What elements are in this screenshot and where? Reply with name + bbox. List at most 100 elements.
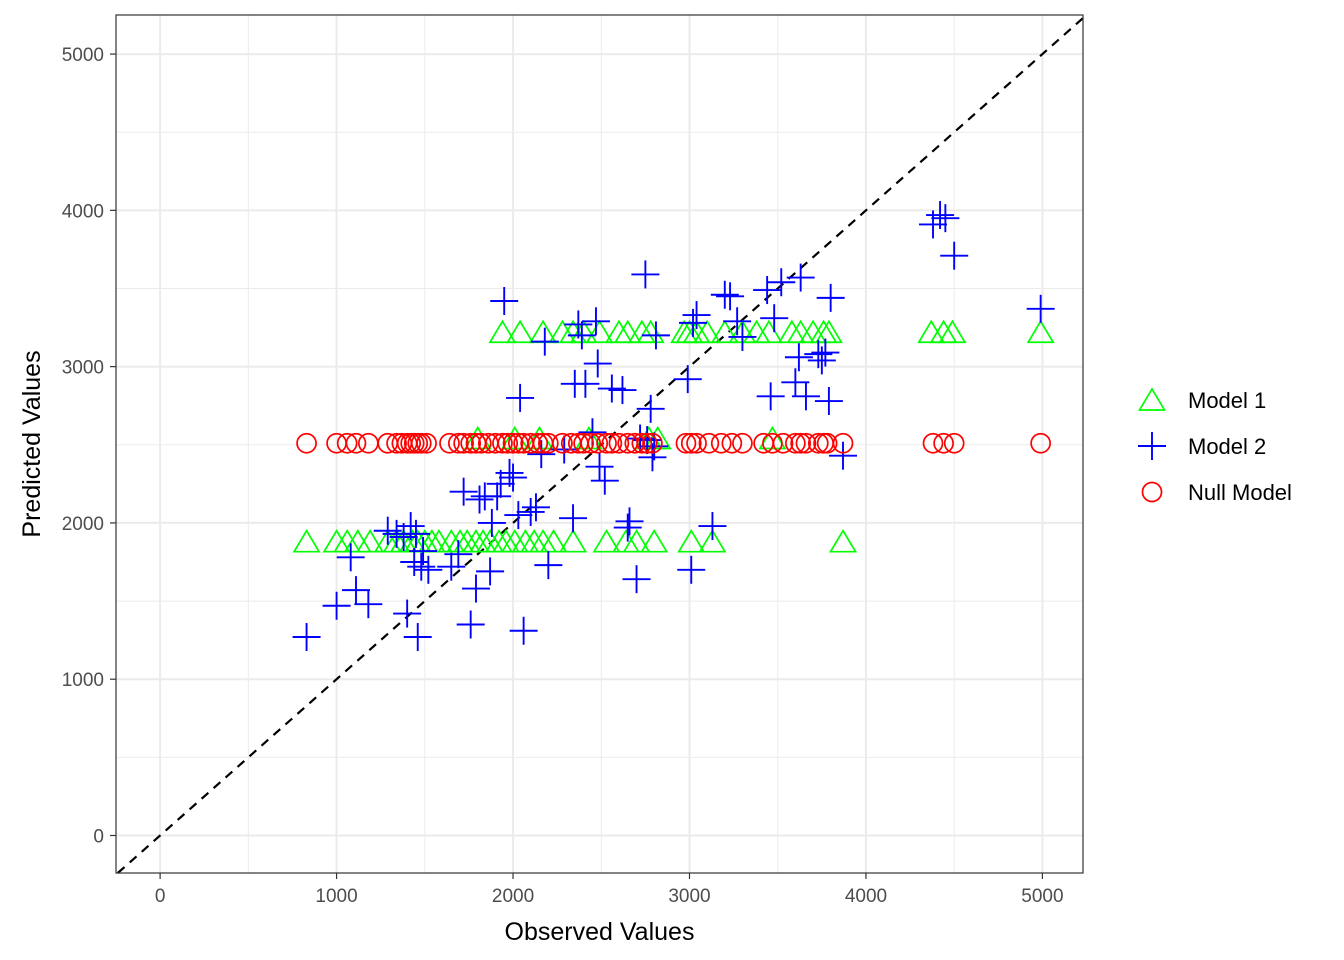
circle-point (336, 432, 358, 454)
circle-point (460, 432, 482, 454)
circle-point (357, 432, 379, 454)
circle-point (790, 432, 812, 454)
legend-key-circle (1141, 481, 1163, 503)
plus-point (409, 537, 438, 566)
circle-point (785, 432, 806, 454)
plus-point (784, 343, 813, 372)
triangle-point (569, 319, 598, 344)
triangle-point (829, 529, 858, 553)
plus-point (816, 283, 845, 312)
legend-item: Model 1 (1138, 387, 1266, 413)
legend-item: Null Model (1141, 480, 1292, 505)
plus-point (931, 204, 960, 233)
triangle-point (559, 529, 588, 553)
circle-point (675, 432, 697, 454)
triangle-point (698, 529, 727, 553)
plus-point (389, 522, 418, 551)
grid-layer (116, 15, 1083, 873)
plus-point (698, 512, 727, 541)
legend: Model 1 Model 2 Null Model (1138, 387, 1292, 505)
triangle-point (677, 529, 706, 553)
plus-point (760, 304, 789, 333)
circle-point (520, 432, 542, 454)
plus-point (791, 382, 820, 411)
circle-point (502, 432, 524, 454)
plus-point (534, 551, 563, 580)
plus-point (396, 512, 425, 541)
plus-point (336, 543, 365, 572)
plus-point (456, 610, 485, 639)
plus-point (615, 507, 644, 536)
y-tick-label: 1000 (62, 670, 104, 691)
plus-point (781, 368, 810, 397)
plus-point (682, 301, 711, 330)
circle-point (943, 432, 965, 454)
plus-point (559, 504, 588, 533)
circle-point (762, 432, 783, 454)
plus-point (530, 327, 559, 356)
circle-point (732, 432, 753, 454)
plus-point (322, 591, 351, 620)
plus-point (804, 340, 833, 369)
series-null-model (296, 432, 1051, 454)
plus-point (521, 493, 550, 522)
plus-point (495, 458, 524, 487)
circle-point (492, 432, 513, 454)
circle-point (439, 432, 460, 454)
y-tick-label: 5000 (62, 45, 104, 66)
plus-point (403, 623, 432, 652)
circle-point (698, 432, 720, 454)
triangle-point (786, 319, 815, 344)
triangle-point (488, 319, 517, 344)
plus-point (483, 482, 512, 511)
triangle-point (622, 529, 651, 553)
plus-point (811, 338, 840, 367)
circle-point (296, 432, 317, 454)
circle-point (631, 432, 653, 454)
circle-point (642, 432, 663, 454)
circle-point (710, 432, 732, 454)
y-tick-label: 4000 (62, 201, 104, 222)
triangle-point (710, 319, 739, 344)
triangle-point (777, 319, 806, 344)
plus-point (444, 540, 473, 569)
plus-point (597, 374, 626, 403)
circle-point (345, 432, 367, 454)
triangle-point (539, 529, 568, 553)
triangle-point (292, 529, 321, 553)
plus-point (608, 376, 637, 405)
plus-point (506, 383, 535, 412)
plus-point (767, 268, 796, 297)
x-tick-label: 3000 (668, 886, 710, 907)
plus-point (940, 241, 969, 270)
triangle-point (917, 319, 946, 344)
plus-point (622, 565, 651, 594)
plus-point (564, 310, 593, 339)
plus-point (638, 443, 667, 472)
circle-point (686, 432, 707, 454)
plus-point (590, 466, 619, 495)
plus-point (486, 469, 515, 498)
circle-point (807, 432, 829, 454)
circle-point (416, 432, 437, 454)
plus-point (673, 365, 702, 394)
circle-point (552, 432, 573, 454)
plus-point (585, 452, 614, 481)
plus-point (449, 477, 478, 506)
triangle-point (640, 529, 669, 553)
circle-point (537, 432, 559, 454)
plus-point (461, 574, 490, 603)
plus-point (490, 287, 519, 315)
plus-point (756, 382, 785, 411)
plus-point (476, 557, 505, 586)
circle-point (580, 432, 602, 454)
circle-point (624, 432, 646, 454)
plus-point (499, 463, 528, 492)
circle-point (410, 432, 432, 454)
plus-point (516, 497, 545, 526)
plus-point (679, 308, 708, 337)
circle-point (485, 432, 506, 454)
triangle-point (814, 319, 843, 344)
x-tick-label: 2000 (492, 886, 534, 907)
plus-point (786, 263, 815, 292)
